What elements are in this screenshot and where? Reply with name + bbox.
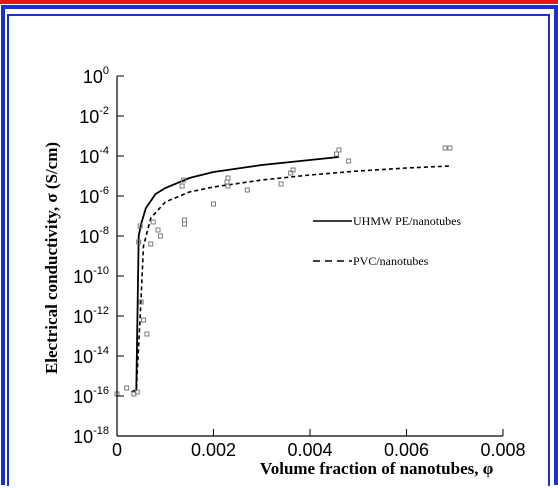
x-tick-label: 0.002 [191, 440, 236, 460]
x-axis-title: Volume fraction of nanotubes, φ [260, 459, 494, 478]
data-point [150, 219, 156, 225]
data-point [224, 179, 230, 185]
data-points-group [114, 145, 453, 397]
y-tick-label: 10-16 [73, 385, 109, 407]
y-tick-label: 10-14 [73, 345, 109, 367]
y-tick-label: 10-10 [73, 265, 109, 287]
data-point [141, 317, 147, 323]
legend-label-pvc: PVC/nanotubes [353, 254, 429, 268]
inner-frame [7, 14, 550, 486]
x-tick-label: 0.004 [287, 440, 332, 460]
data-point [182, 221, 188, 227]
data-point [447, 145, 453, 151]
y-tick-label: 10-8 [79, 225, 109, 247]
data-point [134, 389, 140, 395]
data-point [278, 181, 284, 187]
data-point [225, 175, 231, 181]
data-point [336, 147, 342, 153]
ticks-group: 0 0.002 0.004 0.006 0.008 100 10-2 10-4 10-6 10-8… [73, 65, 525, 460]
data-point [155, 227, 161, 233]
series-line-uhmw-pe [131, 156, 339, 393]
data-point [211, 201, 216, 207]
data-point [225, 183, 231, 189]
top-red-bar [0, 0, 558, 4]
data-point [157, 233, 163, 239]
data-point [290, 167, 296, 173]
y-tick-label: 10-12 [73, 305, 109, 327]
x-tick-label: 0 [112, 440, 122, 460]
data-point [182, 217, 188, 223]
data-point [144, 331, 150, 337]
data-point [346, 158, 352, 164]
legend: UHMW PE/nanotubes PVC/nanotubes [313, 214, 461, 268]
data-point [137, 223, 143, 229]
data-point [181, 177, 187, 183]
data-point [124, 385, 130, 391]
x-tick-label: 0.006 [384, 440, 429, 460]
data-point [334, 151, 340, 157]
data-point [442, 145, 448, 151]
plot-lines-group [131, 156, 450, 393]
series-line-pvc [131, 165, 450, 393]
outer-frame [1, 5, 558, 485]
data-point [136, 239, 142, 245]
y-tick-label: 10-6 [79, 185, 109, 207]
y-tick-label: 10-18 [73, 425, 109, 447]
axes-group [116, 76, 503, 437]
legend-label-uhmw: UHMW PE/nanotubes [353, 214, 461, 228]
data-point [179, 183, 185, 189]
y-axis-title: Electrical conductivity, σ (S/cm) [42, 142, 61, 374]
y-tick-label: 100 [83, 65, 109, 87]
x-tick-label: 0.008 [480, 440, 525, 460]
data-point [148, 241, 154, 247]
y-tick-label: 10-4 [79, 145, 109, 167]
data-point [138, 299, 144, 305]
data-point [244, 187, 250, 193]
y-tick-label: 10-2 [79, 105, 109, 127]
